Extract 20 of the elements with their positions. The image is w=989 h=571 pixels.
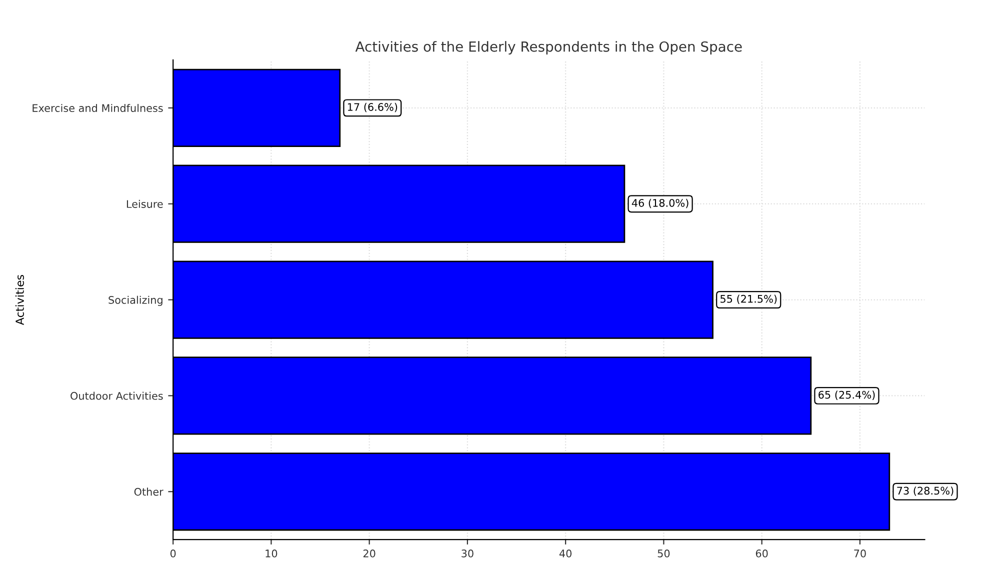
x-tick-label: 50 xyxy=(658,550,670,558)
x-tick-label: 20 xyxy=(363,550,376,558)
y-tick-label: Outdoor Activities xyxy=(70,392,163,400)
data-label: 17 (6.6%) xyxy=(348,102,398,112)
x-tick-label: 0 xyxy=(170,550,176,558)
y-tick-label: Leisure xyxy=(126,200,163,208)
x-tick-label: 30 xyxy=(462,550,474,558)
data-label: 65 (25.4%) xyxy=(818,390,875,400)
x-tick-label: 40 xyxy=(559,550,572,558)
x-tick-label: 60 xyxy=(756,550,768,558)
data-label: 46 (18.0%) xyxy=(632,198,688,208)
data-label: 55 (21.5%) xyxy=(720,294,777,304)
x-tick-label: 10 xyxy=(266,550,278,558)
x-tick-label: 70 xyxy=(854,550,866,558)
chart-title: Activities of the Elderly Respondents in the Open Space xyxy=(355,41,742,55)
data-label: 73 (28.5%) xyxy=(897,486,954,496)
y-tick-label: Other xyxy=(134,488,164,496)
y-axis-title: Activities xyxy=(15,274,24,326)
y-tick-label: Socializing xyxy=(108,296,162,306)
y-tick-label: Exercise and Mindfulness xyxy=(32,104,163,112)
